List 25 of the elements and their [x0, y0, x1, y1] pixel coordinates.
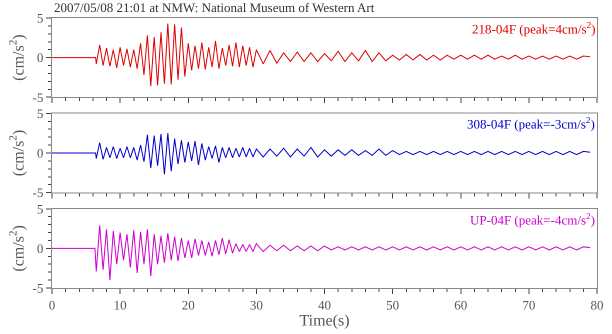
y-tick-label: 0	[36, 240, 44, 256]
y-tick-label: -5	[32, 185, 44, 200]
x-tick-label: 10	[114, 298, 127, 313]
line-series	[52, 132, 591, 175]
x-tick-label: 40	[318, 298, 331, 313]
chart-title: 2007/05/08 21:01 at NMW: National Museum of Western Art	[54, 0, 375, 15]
x-tick-label: 50	[386, 298, 400, 313]
x-tick-label: 80	[590, 298, 604, 313]
series-label: 308-04F (peak=-3cm/s$^{2}$)	[467, 115, 595, 132]
x-tick-label: 70	[522, 298, 536, 313]
y-tick-label: 0	[36, 50, 44, 66]
x-tick-label: 60	[454, 298, 468, 313]
x-tick-label: 20	[182, 298, 195, 313]
line-series	[52, 23, 591, 87]
series-label: UP-04F (peak=-4cm/s$^{2}$)	[470, 211, 595, 228]
y-tick-label: 5	[36, 201, 44, 216]
x-tick-label: 30	[250, 298, 263, 313]
y-tick-label: -5	[32, 280, 44, 296]
y-tick-label: 5	[36, 10, 44, 26]
y-tick-label: -5	[32, 90, 44, 105]
x-axis-title: Time(s)	[299, 312, 350, 330]
x-tick-label: 0	[48, 298, 56, 313]
series-label: 218-04F (peak=4cm/s$^{2}$)	[472, 20, 596, 36]
y-tick-label: 5	[36, 106, 44, 121]
y-tick-label: 0	[36, 146, 44, 161]
